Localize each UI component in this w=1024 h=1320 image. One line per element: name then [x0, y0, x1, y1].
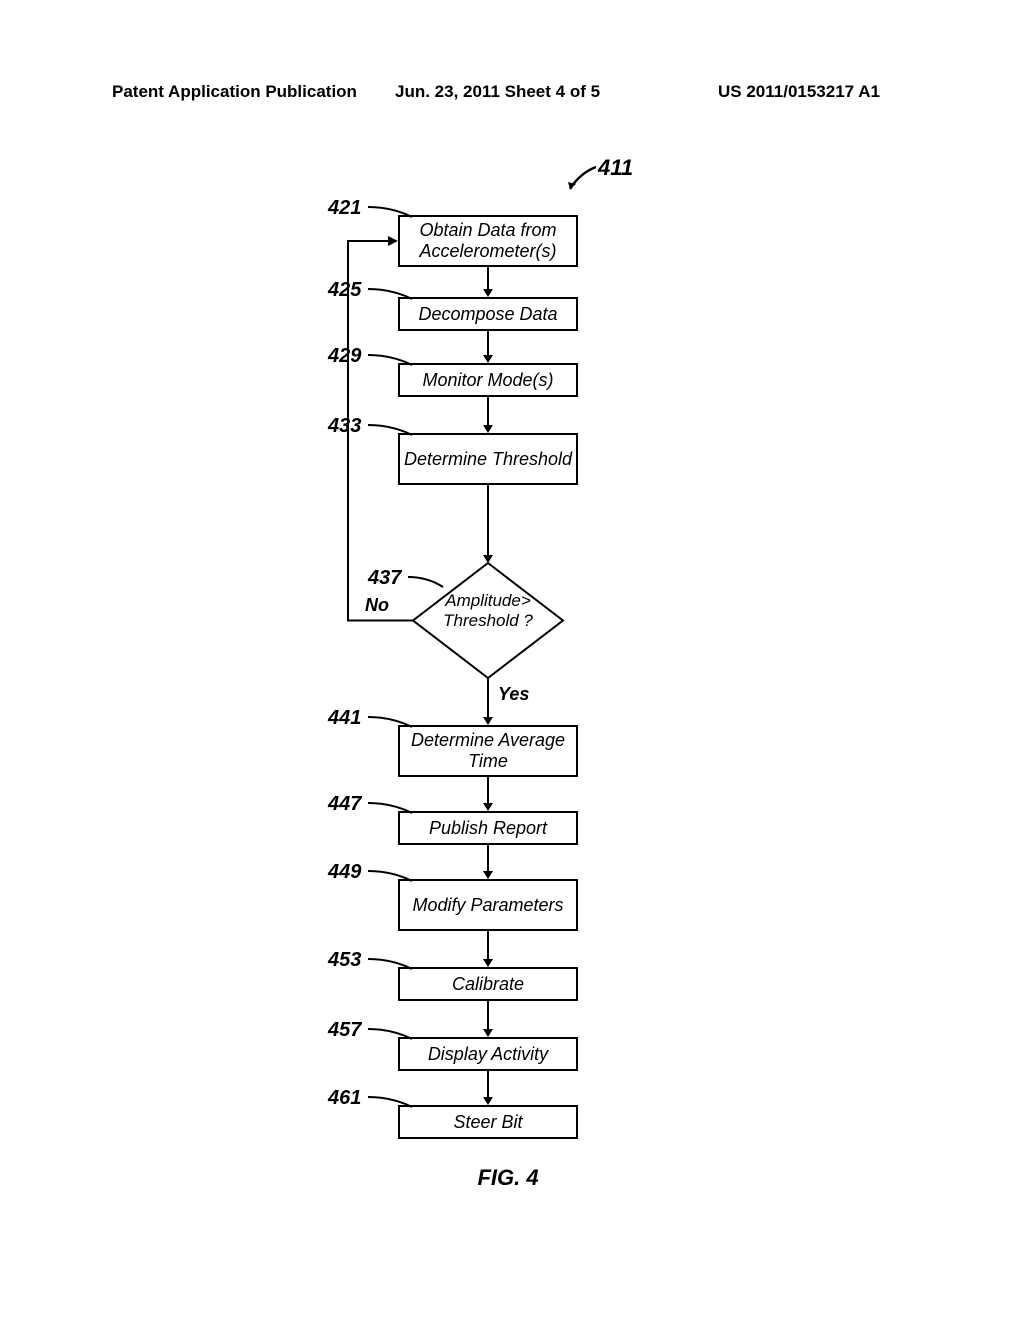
header-right: US 2011/0153217 A1 — [718, 82, 880, 102]
flow-step-ref: 449 — [328, 861, 361, 884]
flow-step-text: Modify Parameters — [412, 895, 563, 916]
figure-reference: 411 — [598, 155, 633, 181]
flow-arrow-icon — [478, 1071, 498, 1107]
flow-arrow-icon — [478, 777, 498, 813]
flow-arrow-icon — [478, 1001, 498, 1039]
figure-reference-number: 411 — [598, 155, 633, 180]
leader-line-icon — [368, 1091, 416, 1113]
flow-step: Display Activity — [398, 1037, 578, 1071]
flow-step-text: Calibrate — [452, 974, 524, 995]
header-center: Jun. 23, 2011 Sheet 4 of 5 — [395, 82, 600, 102]
loop-back-arrow-icon — [342, 234, 469, 627]
flow-step-text: Determine Average Time — [400, 730, 576, 771]
flow-step: Modify Parameters — [398, 879, 578, 931]
leader-line-icon — [368, 865, 416, 887]
leader-line-icon — [368, 201, 416, 223]
flow-step-ref: 457 — [328, 1019, 361, 1042]
flow-arrow-icon — [478, 678, 498, 727]
leader-line-icon — [368, 797, 416, 819]
flow-step: Steer Bit — [398, 1105, 578, 1139]
flow-step-ref: 453 — [328, 949, 361, 972]
flow-step: Determine Average Time — [398, 725, 578, 777]
leader-line-icon — [368, 711, 416, 733]
flowchart: 411 Obtain Data from Accelerometer(s)421… — [288, 155, 728, 1235]
flow-arrow-icon — [478, 931, 498, 969]
flow-arrow-icon — [478, 485, 498, 565]
leader-line-icon — [368, 953, 416, 975]
leader-line-icon — [368, 1023, 416, 1045]
flow-step: Calibrate — [398, 967, 578, 1001]
flow-arrow-icon — [478, 397, 498, 435]
flow-step-ref: 441 — [328, 707, 361, 730]
flow-step-text: Publish Report — [429, 818, 547, 839]
decision-yes-label: Yes — [498, 684, 529, 705]
flow-arrow-icon — [478, 331, 498, 365]
flow-step-ref: 461 — [328, 1087, 361, 1110]
header-left: Patent Application Publication — [112, 82, 357, 102]
leader-arrow-icon — [566, 163, 602, 195]
flow-step-text: Steer Bit — [453, 1112, 522, 1133]
flow-arrow-icon — [478, 845, 498, 881]
flow-step: Publish Report — [398, 811, 578, 845]
figure-caption: FIG. 4 — [288, 1165, 728, 1191]
flow-step-text: Display Activity — [428, 1044, 548, 1065]
flow-step-ref: 447 — [328, 793, 361, 816]
flow-arrow-icon — [478, 267, 498, 299]
flow-step-ref: 421 — [328, 197, 361, 220]
